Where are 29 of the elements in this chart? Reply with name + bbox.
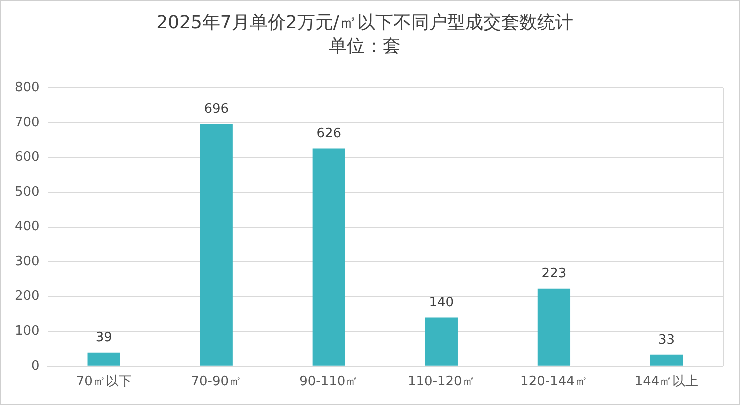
x-tick-label: 120-144㎡ <box>520 374 588 390</box>
x-tick-label: 90-110㎡ <box>300 374 359 390</box>
x-tick-label: 70㎡以下 <box>76 374 132 390</box>
y-tick-label: 700 <box>14 115 40 130</box>
bar <box>88 352 120 366</box>
y-tick-label: 300 <box>14 254 40 270</box>
bar <box>425 318 458 366</box>
data-label: 33 <box>658 332 676 348</box>
x-tick-label: 144㎡以上 <box>634 374 699 390</box>
bar <box>538 288 571 366</box>
data-label: 626 <box>316 126 342 142</box>
chart-title: 2025年7月单价2万元/㎡以下不同户型成交套数统计 <box>156 12 574 34</box>
bar <box>200 124 233 366</box>
y-tick-label: 600 <box>14 150 40 166</box>
y-tick-label: 0 <box>32 358 40 374</box>
data-label: 39 <box>96 330 112 346</box>
bar <box>650 354 684 366</box>
y-tick-label: 500 <box>14 184 40 200</box>
bar <box>312 148 346 366</box>
data-label: 223 <box>542 266 567 282</box>
data-label: 696 <box>204 102 230 118</box>
y-tick-label: 200 <box>14 289 40 304</box>
data-label: 140 <box>429 296 454 311</box>
x-tick-label: 110-120㎡ <box>408 374 476 390</box>
y-tick-label: 100 <box>14 324 40 339</box>
x-tick-label: 70-90㎡ <box>191 374 242 390</box>
y-tick-label: 800 <box>14 80 40 96</box>
chart-subtitle: 单位：套 <box>329 36 401 58</box>
y-tick-label: 400 <box>14 220 40 235</box>
